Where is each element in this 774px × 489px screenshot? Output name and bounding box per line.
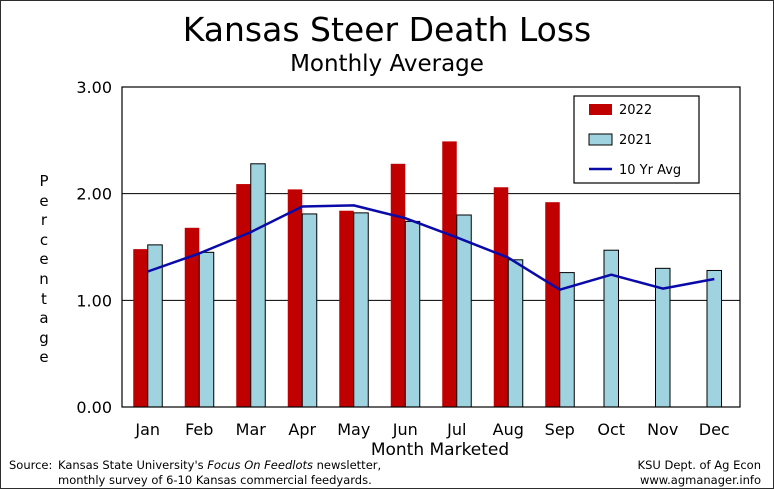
legend-swatch-2022 (589, 104, 612, 115)
bar-2022-feb (184, 227, 200, 407)
y-tick-label: 3.00 (76, 78, 112, 97)
y-axis-label: P e r c e n t a g e (39, 172, 49, 367)
bar-2021-aug (507, 259, 524, 408)
x-tick-label: Jul (446, 420, 466, 439)
source-line1-em: Focus On Feedlots (207, 458, 313, 472)
bar-2022-jul (442, 141, 457, 407)
x-axis-label: Month Marketed (370, 440, 510, 460)
x-tick-label: May (337, 420, 370, 439)
bar-2021-dec (706, 269, 722, 408)
bar-2022-aug (493, 187, 509, 407)
x-tick-label: Sep (545, 420, 575, 439)
legend-label-2022: 2022 (619, 103, 652, 118)
bar-2022-apr (287, 189, 303, 407)
y-tick-label: 0.00 (76, 398, 112, 417)
x-tick-label: Nov (647, 420, 678, 439)
chart-title: Kansas Steer Death Loss (182, 10, 592, 49)
legend: 2022 2021 10 Yr Avg (573, 95, 700, 184)
source-text: Kansas State University's Focus On Feedl… (58, 458, 381, 488)
bar-2022-jan (133, 249, 148, 407)
bar-2021-may (353, 212, 369, 408)
legend-label-10yr: 10 Yr Avg (619, 163, 681, 178)
x-tick-label: Mar (236, 420, 267, 439)
x-tick-label: Oct (597, 420, 625, 439)
source-line2: monthly survey of 6-10 Kansas commercial… (58, 473, 372, 487)
legend-label-2021: 2021 (619, 133, 652, 148)
bar-2021-apr (301, 213, 318, 408)
bar-2022-mar (236, 184, 251, 407)
bar-2022-may (339, 210, 354, 407)
y-tick-label: 1.00 (76, 291, 112, 310)
credit-line1: KSU Dept. of Ag Econ (637, 458, 761, 472)
x-tick-label: Apr (288, 420, 316, 439)
x-tick-label: Jun (392, 420, 418, 439)
x-tick-label: Aug (493, 420, 524, 439)
bar-2021-sep (559, 272, 575, 408)
bar-2021-jul (456, 214, 472, 408)
credit-line2: www.agmanager.info (639, 473, 761, 487)
bar-2021-jun (404, 220, 421, 408)
credit: KSU Dept. of Ag Econ www.agmanager.info (638, 458, 761, 488)
legend-swatch-2021 (588, 133, 613, 146)
line-10yr-avg (147, 204, 715, 291)
y-tick-label: 2.00 (76, 185, 112, 204)
x-tick-label: Feb (185, 420, 213, 439)
source-line1-pre: Kansas State University's (58, 458, 208, 472)
bar-2022-jun (390, 163, 406, 407)
plot-border (121, 86, 741, 408)
bar-2022-sep (545, 202, 560, 407)
bar-2021-feb (198, 251, 215, 408)
chart-subtitle: Monthly Average (290, 51, 484, 77)
bar-2021-mar (250, 163, 266, 408)
source-label: Source: (9, 458, 53, 472)
x-tick-label: Jan (134, 420, 160, 439)
x-tick-label: Dec (699, 420, 730, 439)
source-line1-post: newsletter, (312, 458, 382, 472)
